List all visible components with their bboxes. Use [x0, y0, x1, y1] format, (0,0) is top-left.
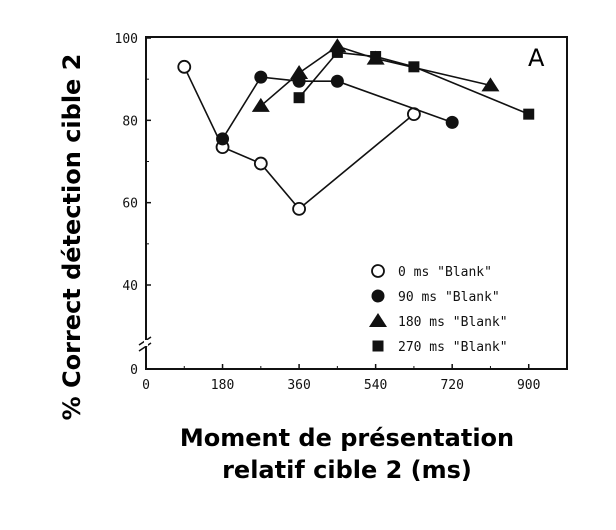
- legend-marker: [371, 289, 385, 303]
- data-point: [290, 64, 309, 79]
- x-tick-label: 900: [517, 378, 540, 393]
- series-1: [216, 70, 459, 146]
- legend-label: 90 ms "Blank": [398, 290, 500, 305]
- data-point: [408, 61, 420, 73]
- data-point: [481, 77, 500, 92]
- y-axis-title: % Correct détection cible 2: [58, 54, 86, 421]
- x-tick-label: 360: [287, 378, 310, 393]
- y-tick-label: 0: [130, 363, 138, 378]
- legend-marker: [369, 313, 387, 327]
- y-tick-label: 100: [115, 32, 138, 47]
- series-2: [251, 38, 500, 112]
- data-point: [445, 115, 459, 129]
- legend-marker: [371, 264, 385, 278]
- legend-label: 270 ms "Blank": [398, 340, 508, 355]
- x-tick-label: 180: [211, 378, 234, 393]
- data-point: [293, 92, 305, 104]
- data-point: [523, 108, 535, 120]
- x-axis-title-line-2: relatif cible 2 (ms): [222, 456, 472, 484]
- legend-label: 180 ms "Blank": [398, 315, 508, 330]
- data-point: [331, 46, 343, 58]
- series-3: [293, 46, 535, 120]
- data-point: [330, 74, 344, 88]
- legend-label: 0 ms "Blank": [398, 265, 492, 280]
- series-layer: [177, 38, 535, 216]
- data-point: [370, 51, 382, 63]
- data-point: [251, 97, 270, 112]
- y-tick-label: 60: [122, 197, 138, 212]
- panel-label: A: [528, 44, 545, 72]
- data-point: [254, 70, 268, 84]
- data-point: [177, 59, 192, 74]
- x-axis-title-line-1: Moment de présentation: [180, 424, 514, 452]
- axis-break-gap: [144, 340, 148, 346]
- x-tick-label: 0: [142, 378, 150, 393]
- data-point: [292, 201, 306, 216]
- y-tick-label: 40: [122, 279, 138, 294]
- axis-ticks: 0 180 360 540 720 900 0 40 60 80 100: [115, 32, 541, 393]
- legend-marker: [372, 340, 384, 352]
- x-tick-label: 720: [440, 378, 463, 393]
- data-point: [216, 132, 230, 146]
- series-0: [177, 59, 421, 216]
- axis-break-mark: [138, 342, 152, 352]
- data-point: [253, 156, 268, 171]
- legend: 0 ms "Blank" 90 ms "Blank" 180 ms "Blank" 2…: [369, 264, 508, 355]
- y-tick-label: 80: [122, 114, 138, 129]
- x-tick-label: 540: [364, 378, 387, 393]
